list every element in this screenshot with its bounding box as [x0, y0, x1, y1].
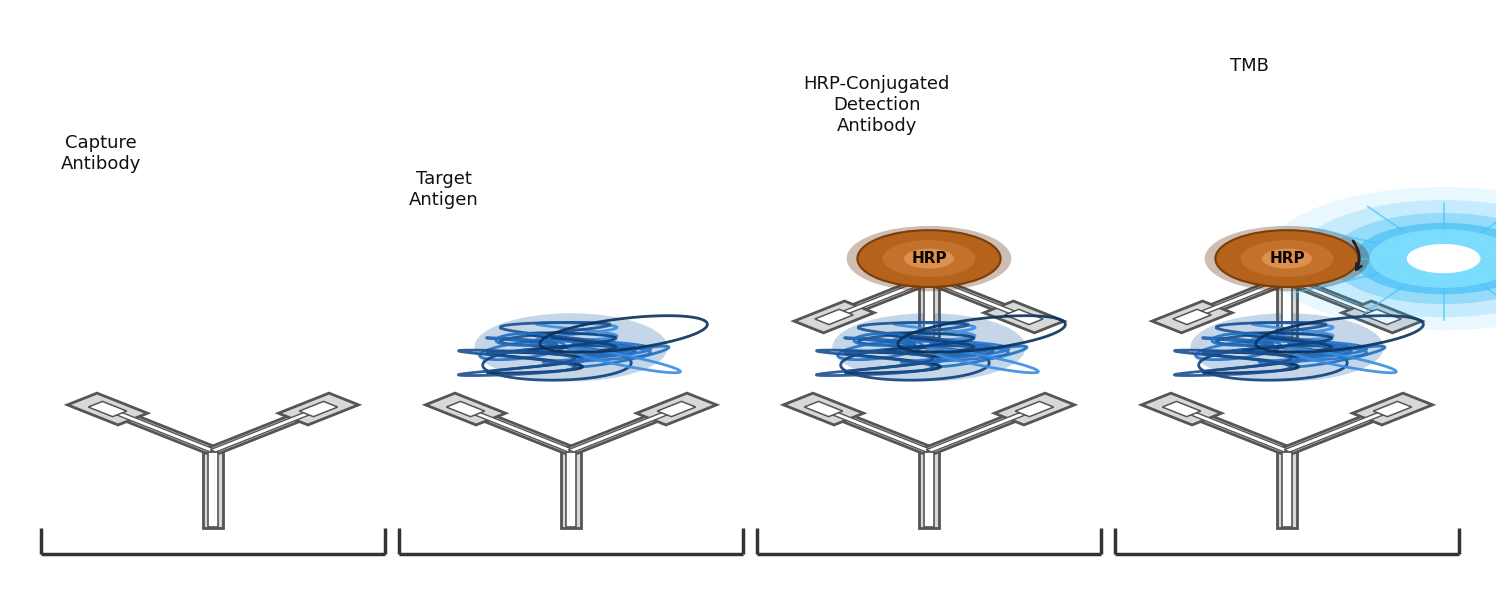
Text: HRP-Conjugated
Detection
Antibody: HRP-Conjugated Detection Antibody — [804, 75, 950, 135]
Bar — [924, 280, 933, 337]
Polygon shape — [1281, 277, 1388, 319]
Polygon shape — [922, 407, 1041, 454]
Text: Target
Antigen: Target Antigen — [410, 170, 478, 209]
Bar — [918, 279, 939, 338]
Polygon shape — [210, 408, 321, 452]
Polygon shape — [207, 407, 326, 454]
Bar — [1276, 451, 1298, 528]
Bar — [918, 451, 939, 528]
Polygon shape — [636, 393, 717, 425]
Polygon shape — [922, 277, 1030, 319]
Bar — [209, 452, 218, 527]
Polygon shape — [1162, 401, 1202, 416]
Polygon shape — [1016, 401, 1053, 416]
Ellipse shape — [1353, 223, 1500, 295]
Polygon shape — [462, 408, 574, 452]
Polygon shape — [1174, 407, 1293, 454]
Polygon shape — [1353, 393, 1432, 425]
Polygon shape — [88, 401, 128, 416]
Ellipse shape — [1262, 248, 1312, 269]
Bar — [202, 451, 223, 528]
Ellipse shape — [1407, 244, 1480, 273]
Polygon shape — [100, 407, 219, 454]
Polygon shape — [1005, 310, 1042, 325]
Polygon shape — [984, 301, 1064, 333]
Polygon shape — [1284, 408, 1395, 452]
Polygon shape — [568, 408, 680, 452]
Polygon shape — [298, 401, 338, 416]
Ellipse shape — [904, 248, 954, 269]
Polygon shape — [1342, 301, 1422, 333]
Bar — [567, 452, 576, 527]
Polygon shape — [1190, 278, 1290, 318]
Polygon shape — [804, 401, 843, 416]
Polygon shape — [794, 301, 874, 333]
Polygon shape — [1284, 278, 1384, 318]
Ellipse shape — [882, 240, 975, 277]
Text: HRP: HRP — [910, 251, 946, 266]
Polygon shape — [279, 393, 358, 425]
Ellipse shape — [846, 226, 1011, 291]
Ellipse shape — [1240, 240, 1334, 277]
Ellipse shape — [1370, 229, 1500, 288]
Polygon shape — [105, 408, 216, 452]
Polygon shape — [1152, 301, 1232, 333]
Polygon shape — [783, 393, 864, 425]
Text: Capture
Antibody: Capture Antibody — [62, 134, 141, 173]
Polygon shape — [828, 277, 936, 319]
Polygon shape — [926, 278, 1028, 318]
Ellipse shape — [1191, 313, 1383, 382]
Polygon shape — [426, 393, 506, 425]
Polygon shape — [818, 407, 936, 454]
Bar — [561, 451, 582, 528]
Polygon shape — [459, 407, 578, 454]
Polygon shape — [447, 401, 485, 416]
Polygon shape — [831, 278, 932, 318]
Ellipse shape — [474, 313, 668, 382]
Polygon shape — [1281, 407, 1400, 454]
Polygon shape — [68, 393, 147, 425]
Text: TMB: TMB — [1230, 57, 1269, 75]
Polygon shape — [1179, 408, 1290, 452]
Ellipse shape — [1329, 213, 1500, 304]
Text: HRP: HRP — [1269, 251, 1305, 266]
Ellipse shape — [1215, 230, 1359, 287]
Polygon shape — [926, 408, 1038, 452]
Polygon shape — [657, 401, 696, 416]
Polygon shape — [821, 408, 932, 452]
Ellipse shape — [1204, 226, 1370, 291]
Polygon shape — [1173, 310, 1212, 325]
Bar — [1282, 280, 1292, 337]
Polygon shape — [564, 407, 682, 454]
Bar — [1282, 452, 1292, 527]
Polygon shape — [1372, 401, 1411, 416]
Polygon shape — [1362, 310, 1401, 325]
Polygon shape — [994, 393, 1074, 425]
Ellipse shape — [1296, 200, 1500, 317]
Polygon shape — [815, 310, 854, 325]
Polygon shape — [1142, 393, 1221, 425]
Bar — [1276, 279, 1298, 338]
Bar — [924, 452, 933, 527]
Ellipse shape — [833, 313, 1026, 382]
Ellipse shape — [858, 230, 1000, 287]
Polygon shape — [1186, 277, 1293, 319]
Ellipse shape — [1263, 187, 1500, 330]
